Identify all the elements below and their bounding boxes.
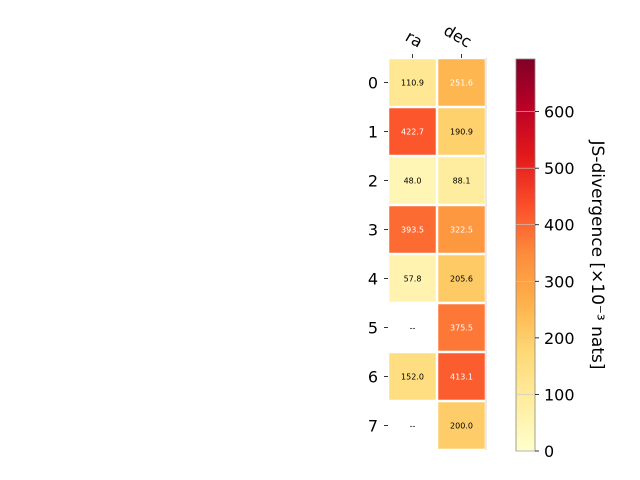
heatmap-cell	[389, 157, 436, 204]
cell-missing-label: --	[410, 422, 416, 431]
colorbar-tick-label: 500	[544, 159, 575, 178]
heatmap-cell	[438, 206, 485, 253]
row-tick-label: 6	[368, 368, 378, 387]
colorbar-tick-label: 400	[544, 216, 575, 235]
cell-value-label: 322.5	[450, 226, 473, 235]
colorbar-gradient	[515, 58, 536, 452]
heatmap-cell	[389, 59, 436, 106]
heatmap-cell	[438, 59, 485, 106]
colorbar-tick-label: 0	[544, 442, 554, 461]
cell-value-label: 110.9	[401, 79, 424, 88]
column-tick-label: ra	[402, 27, 426, 52]
heatmap-grid: 110.9 251.6 422.7 190.9 48.0 88.1 393.5 322.5 57…	[389, 58, 487, 450]
column-axis: ra dec	[402, 21, 475, 58]
row-tick-label: 3	[368, 221, 378, 240]
cell-value-label: 48.0	[404, 177, 422, 186]
heatmap-cell	[438, 304, 485, 351]
heatmap-cell	[438, 108, 485, 155]
colorbar: 0 100 200 300 400 500 600 JS-divergence [×10⁻³…	[515, 58, 607, 461]
cell-value-label: 190.9	[450, 128, 473, 137]
colorbar-tick-label: 300	[544, 272, 575, 291]
row-tick-label: 2	[368, 172, 378, 191]
colorbar-label: JS-divergence [×10⁻³ nats]	[587, 140, 607, 370]
cell-value-label: 422.7	[401, 128, 424, 137]
heatmap-cell	[389, 255, 436, 302]
colorbar-tick-label: 600	[544, 103, 575, 122]
cell-value-label: 88.1	[453, 177, 471, 186]
heatmap-cell	[438, 157, 485, 204]
heatmap-cell	[438, 353, 485, 400]
row-axis: 0 1 2 3 4 5 6 7	[368, 74, 388, 436]
row-tick-label: 5	[368, 319, 378, 338]
colorbar-ticks: 0 100 200 300 400 500 600	[516, 103, 575, 461]
cell-value-label: 205.6	[450, 275, 473, 284]
heatmap-cell	[438, 402, 485, 449]
cell-missing-label: --	[410, 324, 416, 333]
cell-value-label: 152.0	[401, 373, 424, 382]
cell-value-label: 57.8	[404, 275, 422, 284]
row-tick-label: 1	[368, 123, 378, 142]
heatmap-cell	[389, 206, 436, 253]
cell-value-label: 251.6	[450, 79, 473, 88]
column-tick-label: dec	[441, 21, 475, 52]
cell-value-label: 200.0	[450, 422, 473, 431]
colorbar-tick-label: 100	[544, 385, 575, 404]
heatmap-cell	[389, 108, 436, 155]
heatmap-cell	[389, 353, 436, 400]
row-tick-label: 4	[368, 270, 378, 289]
cell-value-label: 375.5	[450, 324, 473, 333]
row-tick-label: 7	[368, 417, 378, 436]
heatmap-cell	[438, 255, 485, 302]
row-tick-label: 0	[368, 74, 378, 93]
colorbar-tick-label: 200	[544, 329, 575, 348]
cell-value-label: 393.5	[401, 226, 424, 235]
cell-value-label: 413.1	[450, 373, 473, 382]
